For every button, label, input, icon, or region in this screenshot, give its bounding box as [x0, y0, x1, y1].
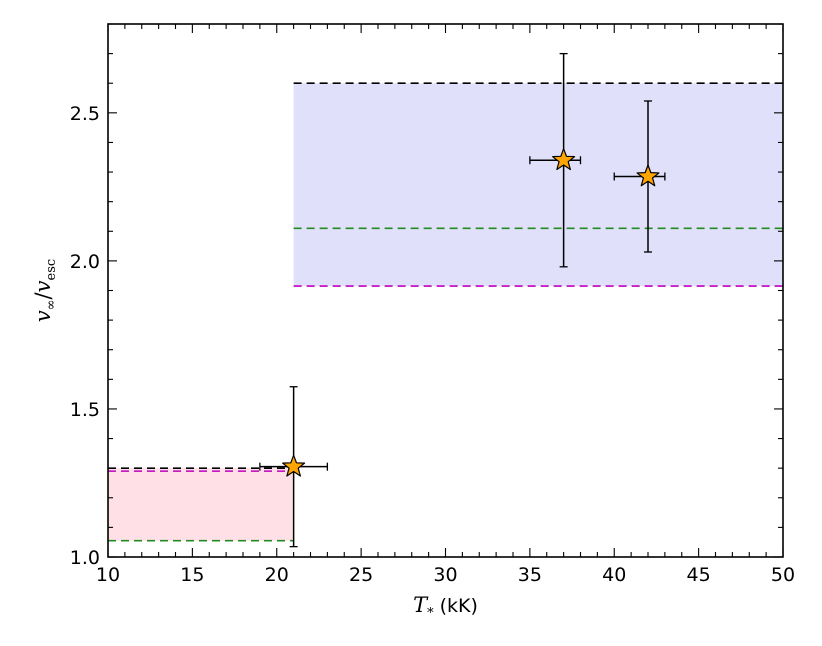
- x-tick-label: 15: [180, 564, 204, 586]
- shaded-regions: [108, 83, 783, 541]
- data-point-star-3: [636, 164, 660, 187]
- data-points: [282, 148, 660, 477]
- y-axis-label: v∞/vesc: [31, 259, 59, 322]
- shaded-region-2: [293, 83, 783, 287]
- x-axis-label: T* (kK): [413, 593, 478, 621]
- x-tick-label: 30: [433, 564, 457, 586]
- y-tick-label: 1.5: [70, 399, 100, 421]
- axis-ticks: [107, 23, 784, 558]
- x-tick-label: 45: [687, 564, 711, 586]
- shaded-region-1: [108, 468, 294, 541]
- data-point-star-2: [552, 148, 576, 171]
- x-tick-label: 10: [96, 564, 120, 586]
- y-tick-label: 2.5: [70, 103, 100, 125]
- x-tick-label: 20: [265, 564, 289, 586]
- dashed-reference-lines: [108, 82, 783, 542]
- x-tick-label: 35: [518, 564, 542, 586]
- x-tick-label: 40: [602, 564, 626, 586]
- x-tick-label: 25: [349, 564, 373, 586]
- tick-labels: 10 15 20 25 30 35 40 45 50 1.0 1.5 2.0 2.5: [70, 103, 795, 586]
- x-tick-label: 50: [771, 564, 795, 586]
- y-tick-label: 1.0: [70, 547, 100, 569]
- data-point-star-1: [282, 454, 306, 477]
- y-tick-label: 2.0: [70, 251, 100, 273]
